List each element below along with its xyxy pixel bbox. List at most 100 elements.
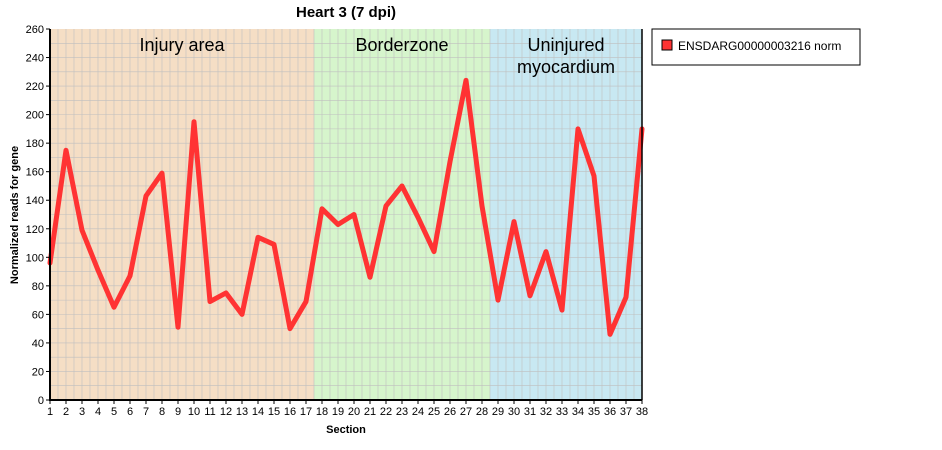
x-tick-label: 35 <box>588 406 600 418</box>
data-point <box>224 291 228 295</box>
x-tick-label: 17 <box>300 406 312 418</box>
x-tick-label: 21 <box>364 406 376 418</box>
x-tick-label: 9 <box>175 406 181 418</box>
x-tick-label: 13 <box>236 406 248 418</box>
data-point <box>528 294 532 298</box>
x-tick-label: 20 <box>348 406 360 418</box>
data-point <box>336 222 340 226</box>
y-axis-label: Normalized reads for gene <box>9 146 21 284</box>
y-tick-label: 100 <box>26 252 44 264</box>
legend-label: ENSDARG00000003216 norm <box>678 39 841 53</box>
data-point <box>272 242 276 246</box>
data-point <box>352 213 356 216</box>
region-label: myocardium <box>517 57 615 77</box>
x-tick-label: 32 <box>540 406 552 418</box>
legend: ENSDARG00000003216 norm <box>651 28 861 66</box>
data-point <box>496 298 500 302</box>
x-tick-label: 7 <box>143 406 149 418</box>
y-tick-label: 20 <box>32 366 44 378</box>
x-tick-label: 19 <box>332 406 344 418</box>
x-tick-label: 33 <box>556 406 568 418</box>
data-point <box>256 235 260 239</box>
x-tick-label: 22 <box>380 406 392 418</box>
data-point <box>304 300 308 304</box>
x-tick-label: 4 <box>95 406 101 418</box>
x-tick-label: 34 <box>572 406 584 418</box>
x-tick-label: 6 <box>127 406 133 418</box>
y-tick-label: 240 <box>26 53 44 65</box>
region-label: Borderzone <box>355 35 448 55</box>
x-tick-label: 18 <box>316 406 328 418</box>
data-point <box>448 160 452 164</box>
x-tick-label: 3 <box>79 406 85 418</box>
data-point <box>512 220 516 224</box>
x-tick-label: 2 <box>63 406 69 418</box>
y-tick-label: 0 <box>38 395 44 407</box>
x-tick-label: 1 <box>47 406 53 418</box>
data-point <box>464 78 468 82</box>
data-point <box>112 305 116 309</box>
data-point <box>96 268 100 272</box>
x-tick-label: 36 <box>604 406 616 418</box>
data-point <box>432 250 436 254</box>
x-tick-label: 27 <box>460 406 472 418</box>
x-tick-label: 29 <box>492 406 504 418</box>
data-point <box>80 228 84 232</box>
y-tick-label: 40 <box>32 338 44 350</box>
data-point <box>416 215 420 219</box>
data-point <box>288 327 292 331</box>
y-tick-labels: 0 20 40 60 80 100 120 140 160 180 200 220 240 260 <box>26 24 44 407</box>
x-axis-label: Section <box>326 424 366 436</box>
data-point <box>176 325 180 329</box>
data-point <box>320 207 324 211</box>
data-point <box>64 148 68 152</box>
data-point <box>400 184 404 188</box>
x-tick-label: 10 <box>188 406 200 418</box>
legend-box <box>651 28 861 66</box>
data-point <box>384 204 388 208</box>
data-point <box>624 295 628 299</box>
data-point <box>576 127 580 131</box>
y-tick-label: 120 <box>26 224 44 236</box>
x-tick-label: 16 <box>284 406 296 418</box>
region-label: Uninjured <box>527 35 604 55</box>
data-point <box>608 332 612 336</box>
y-tick-label: 60 <box>32 309 44 321</box>
data-point <box>240 312 244 316</box>
series-line <box>47 77 645 337</box>
x-tick-label: 12 <box>220 406 232 418</box>
x-tick-label: 14 <box>252 406 264 418</box>
data-point <box>592 174 596 178</box>
axes <box>46 28 643 404</box>
data-point <box>144 194 148 198</box>
x-tick-label: 30 <box>508 406 520 418</box>
y-tick-label: 260 <box>26 24 44 36</box>
y-tick-label: 80 <box>32 281 44 293</box>
x-tick-label: 37 <box>620 406 632 418</box>
data-point <box>480 204 484 208</box>
x-tick-label: 5 <box>111 406 117 418</box>
x-tick-label: 38 <box>636 406 648 418</box>
data-point <box>368 275 372 279</box>
x-tick-label: 28 <box>476 406 488 418</box>
chart-title: Heart 3 (7 dpi) <box>296 4 396 21</box>
y-tick-label: 180 <box>26 138 44 150</box>
y-tick-label: 140 <box>26 195 44 207</box>
x-tick-label: 15 <box>268 406 280 418</box>
legend-swatch <box>661 39 673 51</box>
data-point <box>192 120 196 124</box>
data-point <box>560 308 564 312</box>
x-tick-label: 25 <box>428 406 440 418</box>
data-point <box>544 250 548 254</box>
x-tick-labels: 1 2 3 4 5 6 7 8 9 10 11 12 13 14 15 16 17 18 19 20 21 22 23 24 2… <box>47 406 648 418</box>
region-label: Injury area <box>139 35 225 55</box>
x-tick-label: 11 <box>204 406 215 418</box>
y-tick-label: 220 <box>26 81 44 93</box>
data-point <box>128 274 132 278</box>
x-tick-label: 23 <box>396 406 408 418</box>
data-point <box>160 171 164 175</box>
x-tick-label: 31 <box>524 406 536 418</box>
x-tick-label: 8 <box>159 406 165 418</box>
